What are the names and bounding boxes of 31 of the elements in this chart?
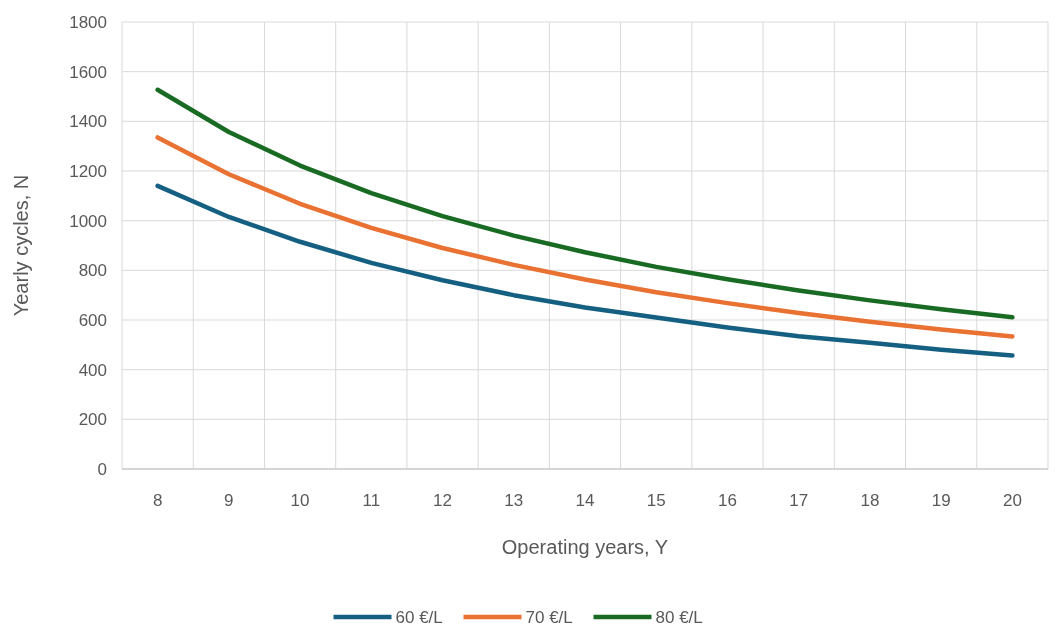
x-tick-label: 8 — [152, 491, 163, 510]
x-tick-label: 11 — [362, 491, 381, 510]
y-tick-label: 1000 — [69, 211, 107, 231]
x-tick-label: 14 — [575, 491, 595, 510]
x-tick-label: 10 — [290, 491, 310, 510]
y-tick-label: 800 — [78, 261, 107, 281]
legend-label: 70 €/L — [525, 607, 573, 627]
x-tick-label: 13 — [504, 491, 524, 510]
line-series — [155, 87, 1015, 320]
x-tick-label: 18 — [860, 491, 880, 510]
x-tick-label: 12 — [433, 491, 452, 510]
y-tick-label: 1800 — [69, 12, 107, 32]
x-tick-label: 17 — [789, 491, 809, 510]
x-tick-label: 9 — [224, 491, 234, 510]
x-axis-title: Operating years, Y — [501, 536, 669, 558]
legend-label: 80 €/L — [655, 607, 703, 627]
line-series — [155, 183, 1015, 358]
y-tick-label: 0 — [97, 459, 107, 479]
x-tick-label: 15 — [646, 491, 666, 510]
x-tick-label: 19 — [931, 491, 951, 510]
line-series — [155, 135, 1015, 339]
y-tick-label: 200 — [78, 410, 107, 430]
x-tick-label: 20 — [1002, 491, 1022, 510]
y-tick-label: 400 — [78, 360, 107, 380]
x-tick-label: 16 — [718, 491, 737, 510]
legend-label: 60 €/L — [395, 607, 443, 627]
y-tick-label: 1200 — [69, 161, 107, 181]
y-tick-label: 1600 — [69, 62, 107, 82]
y-tick-label: 600 — [78, 310, 107, 330]
y-axis-title: Yearly cycles, N — [10, 174, 32, 317]
y-tick-label: 1400 — [69, 112, 107, 132]
